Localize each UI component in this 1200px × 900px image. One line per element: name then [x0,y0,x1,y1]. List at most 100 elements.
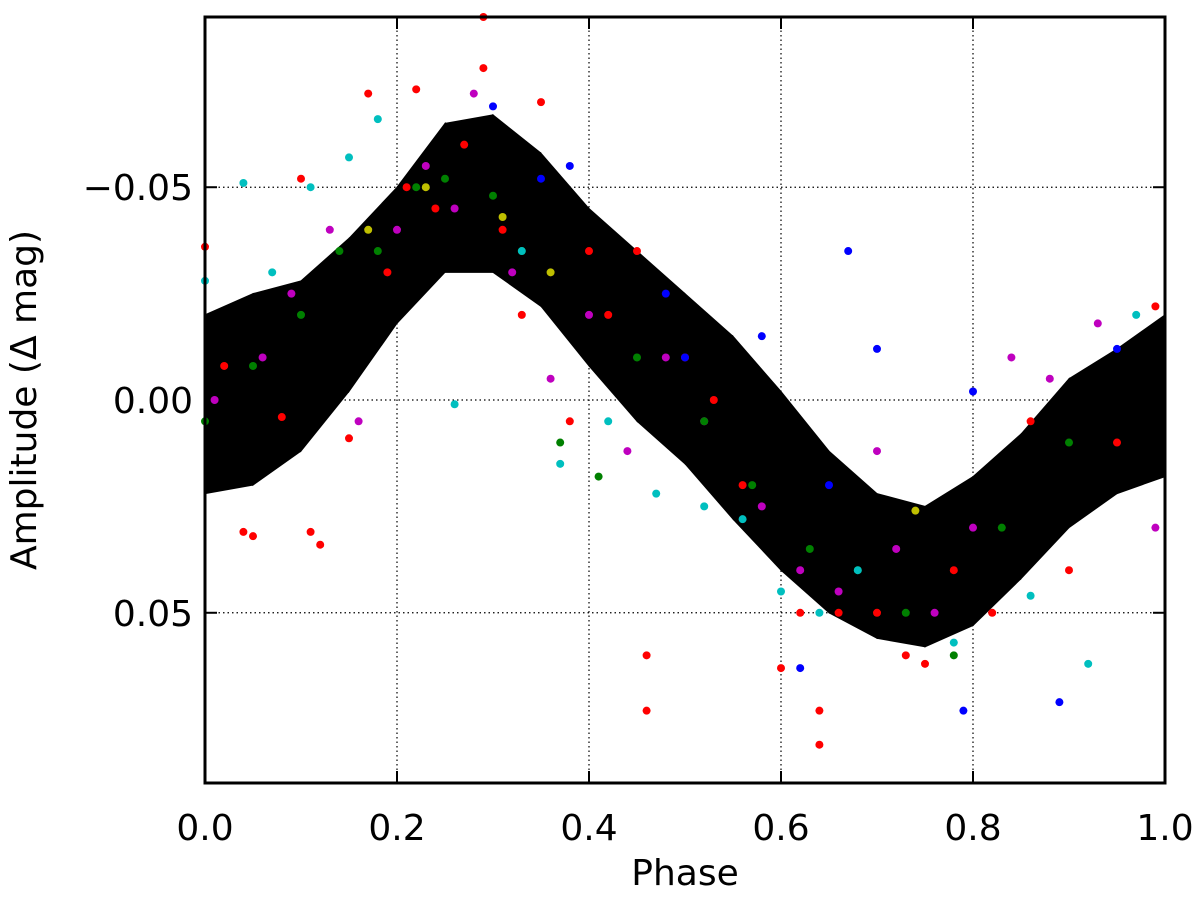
model-band [396,121,446,325]
data-point [873,344,881,353]
y-axis-label: Amplitude (Δ mag) [4,230,45,570]
data-point [335,247,344,256]
plot-frame [203,15,1167,785]
data-point [700,417,709,426]
y-tick-label: −0.05 [83,168,193,209]
x-axis-label: Phase [631,853,739,894]
data-point [268,268,277,277]
data-point [1151,523,1160,532]
data-point [949,566,958,575]
model-band [492,113,542,308]
data-point [421,161,430,170]
data-point [815,740,824,749]
data-point [249,361,257,370]
model-band [252,280,302,487]
x-tick-label: 0.4 [560,808,617,849]
data-point [604,310,613,319]
data-point [383,268,392,277]
data-point [921,659,929,668]
data-point [412,183,421,192]
data-point [873,608,881,617]
data-point [853,566,862,575]
data-point [297,174,305,183]
model-band [1116,313,1166,495]
data-point [517,247,526,256]
data-point [364,225,373,234]
model-band [1020,377,1070,580]
model-band [876,492,926,648]
data-point [815,706,824,715]
model-band [732,334,782,572]
data-point [402,183,411,192]
model-band [300,237,350,453]
data-point [585,247,593,256]
data-point [297,310,305,319]
data-point [949,638,958,647]
data-point [834,608,843,617]
data-point [508,268,517,277]
data-point [565,161,574,170]
data-point [633,247,641,256]
data-point [498,225,507,234]
data-point [489,102,497,111]
data-point [757,502,766,511]
data-point [1007,353,1016,362]
x-tick-label: 0.0 [176,808,233,849]
data-point [1065,566,1073,575]
data-point [1113,438,1121,447]
data-point [469,89,478,98]
data-point [796,608,805,617]
y-tick-label: 0.05 [113,594,193,635]
data-point [1065,438,1073,447]
data-point [1132,310,1141,319]
model-band [924,475,974,648]
x-tick-label: 0.6 [752,808,809,849]
data-point [1093,319,1102,328]
data-point [1113,344,1121,353]
data-point [239,178,248,187]
data-point [604,417,613,426]
data-point [537,98,545,107]
data-point [441,174,449,183]
data-point [258,353,267,362]
data-point [834,587,843,596]
data-point [623,447,632,456]
data-point [969,387,977,396]
data-point [757,332,766,341]
data-point [364,89,373,98]
data-point [287,289,296,298]
data-point [901,608,910,617]
data-point [1026,417,1035,426]
data-point [1151,302,1160,311]
data-point [969,523,977,532]
data-point [652,489,661,498]
data-point [1026,591,1035,600]
data-point [748,481,757,490]
data-point [556,459,565,468]
data-point [844,247,853,256]
data-point [988,608,997,617]
data-point [546,374,555,383]
data-point [825,481,833,490]
data-point [450,204,459,213]
data-point [805,544,814,553]
data-point [210,396,219,404]
data-point [306,183,315,192]
data-point [901,651,910,660]
data-point [700,502,709,511]
data-point [450,400,459,409]
data-point [642,651,651,660]
data-point [345,153,353,162]
data-point [796,664,805,673]
data-point [517,310,526,319]
data-point [421,183,430,192]
data-point [412,85,421,94]
model-band [1068,348,1118,529]
data-point [777,587,785,596]
data-point [997,523,1006,532]
data-point [460,140,469,149]
x-tick-label: 1.0 [1136,808,1193,849]
data-point [373,115,382,124]
